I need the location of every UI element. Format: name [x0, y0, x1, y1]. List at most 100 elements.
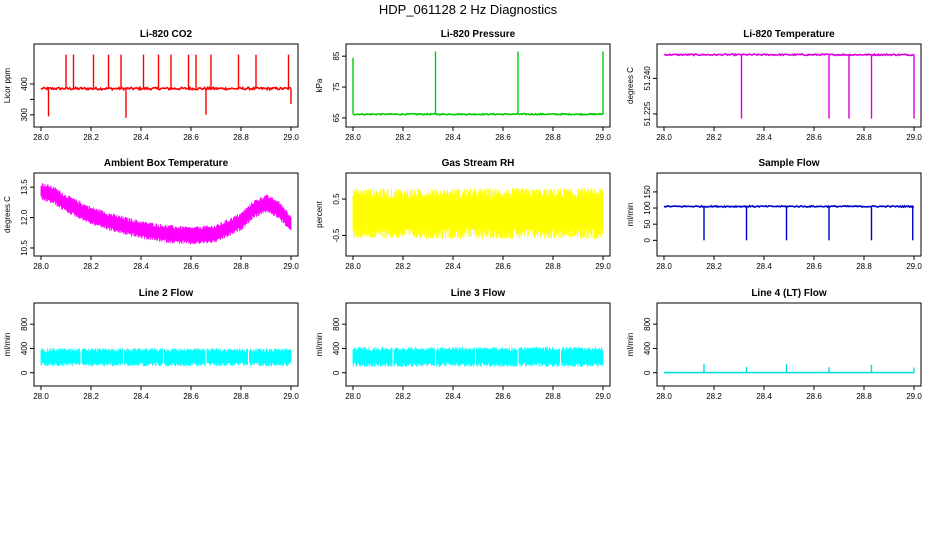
series-6	[663, 204, 915, 241]
plot-frame	[33, 302, 299, 387]
panel-title: Li-820 Pressure	[441, 29, 516, 40]
y-axis-label: ml/min	[315, 333, 324, 357]
x-tick-label: 28.6	[183, 133, 199, 142]
x-tick-label: 28.8	[545, 133, 561, 142]
x-tick-label: 28.6	[806, 262, 822, 271]
y-tick-label: 50	[643, 219, 652, 228]
series-3	[663, 52, 915, 119]
series-band	[352, 188, 604, 240]
x-tick-label: 28.8	[233, 262, 249, 271]
panel-6: Sample Flow 28.0 28.2 28.4 28.6 28.8 29.0 0 50 10…	[626, 158, 922, 271]
series-5	[352, 188, 604, 240]
x-tick-label: 29.0	[595, 262, 611, 271]
panel-title: Line 4 (LT) Flow	[751, 288, 827, 299]
panel-title: Li-820 CO2	[140, 29, 193, 40]
x-tick-label: 28.8	[233, 133, 249, 142]
panel-title: Gas Stream RH	[442, 158, 515, 169]
y-tick-label: -0.5	[332, 228, 341, 242]
x-tick-label: 28.2	[706, 133, 722, 142]
series-7	[40, 348, 292, 367]
x-tick-label: 28.6	[806, 392, 822, 401]
x-tick-label: 28.4	[133, 392, 149, 401]
y-tick-label: 100	[643, 201, 652, 215]
y-axis-label: ml/min	[626, 203, 635, 227]
plot-frame	[656, 172, 922, 257]
series-line	[40, 85, 292, 92]
series-8	[352, 346, 604, 367]
x-tick-label: 28.6	[495, 133, 511, 142]
x-tick-label: 28.6	[183, 262, 199, 271]
y-axis-label: degrees C	[626, 67, 635, 104]
y-tick-label: 400	[332, 341, 341, 355]
y-tick-label: 0	[20, 370, 29, 375]
series-9	[664, 363, 915, 374]
x-tick-label: 28.8	[856, 392, 872, 401]
page-title: HDP_061128 2 Hz Diagnostics	[378, 2, 558, 17]
x-tick-label: 28.0	[345, 392, 361, 401]
panel-title: Li-820 Temperature	[743, 29, 835, 40]
panel-title: Sample Flow	[758, 158, 819, 169]
panel-8: Line 3 Flow 28.0 28.2 28.4 28.6 28.8 29.0 0 400 8…	[315, 288, 611, 401]
y-tick-label: 400	[643, 341, 652, 355]
x-tick-label: 28.8	[856, 133, 872, 142]
plot-frame	[656, 43, 922, 128]
panel-1: Li-820 CO2 28.0 28.2 28.4 28.6 28.8 29.0 300 400…	[3, 29, 299, 142]
x-tick-label: 28.0	[656, 262, 672, 271]
series-4	[40, 183, 292, 245]
x-tick-label: 28.2	[83, 133, 99, 142]
plot-frame	[33, 172, 299, 257]
x-tick-label: 28.0	[33, 262, 49, 271]
x-tick-label: 28.6	[495, 392, 511, 401]
x-tick-label: 29.0	[906, 392, 922, 401]
panel-title: Line 2 Flow	[139, 288, 194, 299]
x-tick-label: 28.4	[756, 133, 772, 142]
y-tick-label: 0.5	[332, 193, 341, 205]
x-tick-label: 28.4	[756, 262, 772, 271]
x-tick-label: 28.8	[856, 262, 872, 271]
x-tick-label: 28.8	[233, 392, 249, 401]
y-axis-label: percent	[315, 200, 324, 227]
panel-title: Line 3 Flow	[451, 288, 506, 299]
y-tick-label: 85	[332, 51, 341, 60]
x-tick-label: 28.8	[545, 262, 561, 271]
x-tick-label: 28.0	[33, 133, 49, 142]
y-tick-label: 0	[332, 370, 341, 375]
x-tick-label: 28.6	[806, 133, 822, 142]
y-tick-label: 65	[332, 113, 341, 122]
y-tick-label: 12.0	[20, 209, 29, 225]
series-2	[352, 51, 604, 116]
y-tick-label: 13.5	[20, 179, 29, 195]
x-tick-label: 28.6	[183, 392, 199, 401]
y-tick-label: 75	[332, 82, 341, 91]
panel-2: Li-820 Pressure 28.0 28.2 28.4 28.6 28.8 29.0 6…	[315, 29, 611, 142]
y-tick-label: 400	[20, 341, 29, 355]
plot-frame	[33, 43, 299, 128]
series-band	[40, 348, 292, 367]
x-tick-label: 28.4	[445, 392, 461, 401]
x-tick-label: 28.2	[83, 392, 99, 401]
x-tick-label: 28.4	[133, 262, 149, 271]
panel-7: Line 2 Flow 28.0 28.2 28.4 28.6 28.8 29.0 0 400 8…	[3, 288, 299, 401]
plot-frame	[656, 302, 922, 387]
y-tick-label: 800	[332, 317, 341, 331]
x-tick-label: 29.0	[283, 262, 299, 271]
panel-title: Ambient Box Temperature	[104, 158, 229, 169]
x-tick-label: 28.2	[83, 262, 99, 271]
plot-frame	[345, 43, 611, 128]
y-axis-label: ml/min	[3, 333, 12, 357]
x-tick-label: 29.0	[595, 392, 611, 401]
y-tick-label: 800	[643, 317, 652, 331]
x-tick-label: 28.2	[706, 262, 722, 271]
x-tick-label: 29.0	[906, 133, 922, 142]
series-band	[40, 183, 292, 245]
y-tick-label: 0	[643, 370, 652, 375]
y-tick-label: 0	[643, 238, 652, 243]
x-tick-label: 28.2	[706, 392, 722, 401]
x-tick-label: 28.0	[656, 133, 672, 142]
x-tick-label: 28.0	[33, 392, 49, 401]
x-tick-label: 28.4	[133, 133, 149, 142]
x-tick-label: 28.8	[545, 392, 561, 401]
plot-frame	[345, 302, 611, 387]
x-tick-label: 28.6	[495, 262, 511, 271]
